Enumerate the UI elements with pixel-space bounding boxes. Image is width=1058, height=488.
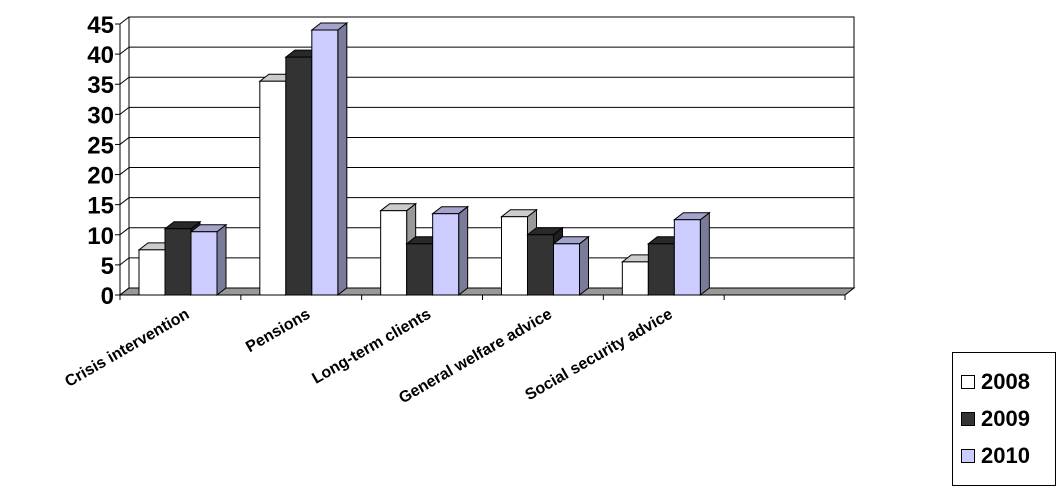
bar-side [337, 21, 348, 297]
y-tick-label: 45 [87, 12, 114, 39]
bar [431, 205, 470, 297]
bar-front [673, 219, 701, 296]
bar [552, 235, 590, 297]
gridline-depth [119, 137, 130, 145]
gridline-depth [119, 106, 130, 115]
legend-item-2009: 2009 [961, 404, 1030, 434]
y-tick-label: 25 [87, 132, 114, 159]
bar-front [164, 228, 192, 296]
legend-label-2009: 2009 [981, 406, 1030, 431]
plot-floor [118, 287, 856, 296]
gridline-depth [119, 46, 130, 55]
bar [189, 223, 228, 297]
bar-front [285, 56, 313, 296]
gridline-depth [119, 167, 130, 175]
gridline-depth [119, 76, 130, 85]
bar-side [458, 205, 469, 297]
y-tick-label: 5 [101, 253, 114, 280]
bar-front [311, 29, 339, 296]
legend-swatch-2010 [961, 449, 975, 463]
legend-swatch-2009 [961, 412, 975, 426]
bar-front [138, 249, 166, 296]
x-category-label: Pensions [243, 306, 313, 356]
bar-front [553, 243, 580, 296]
x-category-label: Long-term clients [309, 306, 434, 388]
gridline-depth [119, 197, 130, 206]
bar [310, 21, 349, 297]
bar [672, 211, 711, 297]
bar-front [621, 261, 649, 296]
bar-front [647, 243, 675, 296]
gridline-depth [119, 227, 130, 236]
legend: 2008 2009 2010 [952, 352, 1056, 486]
y-tick-label: 20 [87, 163, 114, 190]
gridline-depth [119, 257, 130, 266]
legend-label-2010: 2010 [981, 443, 1030, 468]
legend-swatch-2008 [961, 375, 975, 389]
bar-front [501, 216, 528, 296]
legend-item-2010: 2010 [961, 441, 1030, 471]
y-tick-label: 15 [87, 193, 114, 220]
y-tick-label: 30 [87, 102, 114, 129]
bar-front [527, 234, 554, 296]
y-tick-label: 35 [87, 72, 114, 99]
legend-label-2008: 2008 [981, 369, 1030, 394]
y-tick-label: 10 [87, 223, 114, 250]
gridline-depth [119, 16, 130, 25]
bar-side [216, 223, 227, 297]
bar-front [380, 210, 408, 296]
bar-front [406, 243, 434, 296]
bar-front [259, 80, 287, 296]
plot-back-wall [128, 16, 855, 289]
legend-item-2008: 2008 [961, 367, 1030, 397]
bar-side [699, 211, 710, 297]
bars-layer [137, 21, 711, 297]
bar-side [579, 235, 589, 297]
x-category-label: Crisis intervention [62, 306, 192, 391]
bar-front [432, 213, 460, 296]
y-tick-label: 0 [101, 283, 114, 310]
y-tick-label: 40 [87, 42, 114, 69]
bar-front [190, 231, 218, 296]
